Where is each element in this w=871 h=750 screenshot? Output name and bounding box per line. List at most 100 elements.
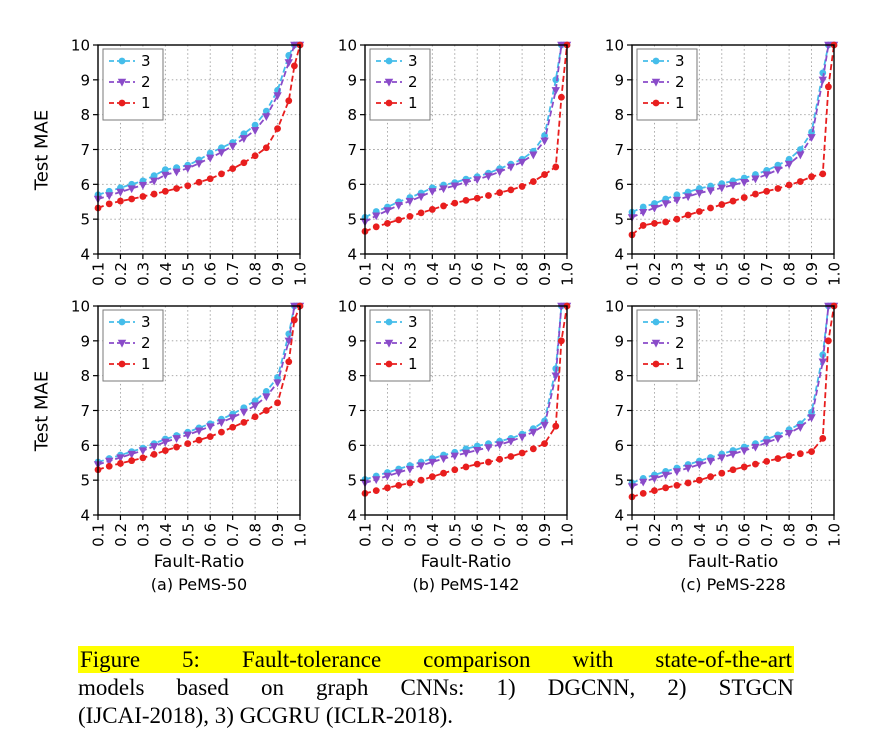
svg-text:3: 3	[408, 313, 418, 331]
svg-text:6: 6	[347, 437, 357, 455]
svg-text:0.5: 0.5	[446, 523, 464, 547]
svg-text:0.1: 0.1	[624, 262, 642, 286]
svg-text:0.2: 0.2	[112, 262, 130, 286]
svg-text:0.4: 0.4	[691, 262, 709, 286]
svg-text:0.4: 0.4	[157, 523, 175, 547]
svg-text:1: 1	[141, 355, 151, 373]
chart-svg: 4 5 6 7 8 9 10 0.1 0.2 0.3 0.4 0.5 0.6 0.7 0.8 0.9 1.0 3 2…	[338, 298, 577, 547]
svg-text:1: 1	[408, 355, 418, 373]
svg-text:9: 9	[614, 332, 624, 350]
caption-highlight: Figure 5: Fault-tolerance comparison wit…	[78, 646, 794, 673]
svg-text:0.1: 0.1	[357, 262, 375, 286]
svg-text:0.2: 0.2	[112, 523, 130, 547]
svg-text:0.5: 0.5	[713, 523, 731, 547]
svg-text:0.6: 0.6	[202, 262, 220, 286]
svg-text:0.2: 0.2	[646, 523, 664, 547]
svg-text:0.8: 0.8	[514, 523, 532, 547]
chart-svg: 4 5 6 7 8 9 10 0.1 0.2 0.3 0.4 0.5 0.6 0.7 0.8 0.9 1.0 3 2…	[605, 298, 844, 547]
svg-text:3: 3	[675, 313, 685, 331]
y-axis-label-bottom-row: Test MAE	[31, 370, 53, 452]
svg-text:0.7: 0.7	[224, 523, 242, 547]
svg-text:0.5: 0.5	[446, 262, 464, 286]
svg-text:1.0: 1.0	[559, 523, 577, 547]
svg-text:9: 9	[80, 332, 90, 350]
svg-text:4: 4	[80, 507, 90, 525]
chart-svg: 4 5 6 7 8 9 10 0.1 0.2 0.3 0.4 0.5 0.6 0.7 0.8 0.9 1.0 3 2…	[71, 298, 310, 547]
svg-text:2: 2	[141, 334, 151, 352]
subcaption-b: (b) PeMS-142	[412, 575, 520, 594]
svg-text:4: 4	[347, 246, 357, 264]
svg-text:0.3: 0.3	[401, 523, 419, 547]
svg-text:4: 4	[80, 246, 90, 264]
svg-text:0.8: 0.8	[781, 262, 799, 286]
svg-text:6: 6	[614, 437, 624, 455]
svg-text:6: 6	[614, 176, 624, 194]
x-axis-label-b: Fault-Ratio	[420, 552, 512, 572]
svg-text:0.7: 0.7	[491, 523, 509, 547]
svg-text:5: 5	[347, 472, 357, 490]
svg-text:0.3: 0.3	[134, 262, 152, 286]
svg-text:0.7: 0.7	[758, 262, 776, 286]
figure-caption: Figure 5: Fault-tolerance comparison wit…	[78, 646, 794, 730]
svg-text:0.4: 0.4	[157, 262, 175, 286]
svg-text:6: 6	[80, 437, 90, 455]
chart-pems228-bottom: 4 5 6 7 8 9 10 0.1 0.2 0.3 0.4 0.5 0.6 0.7 0.8 0.9 1.0 3 2…	[594, 298, 844, 558]
svg-text:9: 9	[347, 332, 357, 350]
svg-text:8: 8	[80, 367, 90, 385]
svg-text:0.3: 0.3	[401, 262, 419, 286]
chart-pems50-top: 4 5 6 7 8 9 10 0.1 0.2 0.3 0.4 0.5 0.6 0.7 0.8 0.9 1.0 3 2…	[60, 37, 310, 297]
svg-text:0.1: 0.1	[624, 523, 642, 547]
svg-text:8: 8	[347, 106, 357, 124]
svg-text:0.8: 0.8	[781, 523, 799, 547]
svg-text:0.7: 0.7	[224, 262, 242, 286]
svg-text:0.5: 0.5	[179, 523, 197, 547]
svg-text:9: 9	[80, 71, 90, 89]
svg-text:1: 1	[141, 94, 151, 112]
svg-text:0.6: 0.6	[202, 523, 220, 547]
svg-text:10: 10	[605, 300, 624, 316]
svg-text:0.1: 0.1	[90, 262, 108, 286]
svg-text:0.5: 0.5	[713, 262, 731, 286]
svg-text:7: 7	[80, 402, 90, 420]
svg-text:7: 7	[80, 141, 90, 159]
svg-text:0.3: 0.3	[668, 523, 686, 547]
chart-svg: 4 5 6 7 8 9 10 0.1 0.2 0.3 0.4 0.5 0.6 0.7 0.8 0.9 1.0 3 2…	[338, 37, 577, 286]
svg-text:6: 6	[347, 176, 357, 194]
svg-text:0.7: 0.7	[491, 262, 509, 286]
svg-text:3: 3	[675, 52, 685, 70]
svg-text:3: 3	[141, 313, 151, 331]
svg-text:7: 7	[614, 402, 624, 420]
svg-text:7: 7	[614, 141, 624, 159]
svg-text:3: 3	[408, 52, 418, 70]
svg-text:1.0: 1.0	[826, 262, 844, 286]
svg-text:0.4: 0.4	[424, 523, 442, 547]
svg-text:1: 1	[675, 94, 685, 112]
subcaption-a: (a) PeMS-50	[150, 575, 248, 594]
svg-text:0.9: 0.9	[536, 523, 554, 547]
x-axis-label-a: Fault-Ratio	[153, 552, 245, 572]
svg-text:1.0: 1.0	[292, 262, 310, 286]
chart-pems228-top: 4 5 6 7 8 9 10 0.1 0.2 0.3 0.4 0.5 0.6 0.7 0.8 0.9 1.0 3 2…	[594, 37, 844, 297]
caption-line-2: models based on graph CNNs: 1) DGCNN, 2)…	[78, 675, 794, 700]
svg-text:0.5: 0.5	[179, 262, 197, 286]
svg-text:0.4: 0.4	[691, 523, 709, 547]
svg-text:0.9: 0.9	[269, 523, 287, 547]
caption-line-3: (IJCAI-2018), 3) GCGRU (ICLR-2018).	[78, 703, 453, 728]
svg-text:5: 5	[80, 472, 90, 490]
svg-text:0.2: 0.2	[379, 262, 397, 286]
svg-text:4: 4	[614, 507, 624, 525]
svg-text:1.0: 1.0	[292, 523, 310, 547]
svg-text:8: 8	[347, 367, 357, 385]
svg-text:3: 3	[141, 52, 151, 70]
svg-text:0.9: 0.9	[803, 523, 821, 547]
svg-text:5: 5	[614, 211, 624, 229]
svg-text:4: 4	[347, 507, 357, 525]
svg-text:2: 2	[141, 73, 151, 91]
svg-text:10: 10	[338, 300, 357, 316]
svg-text:0.6: 0.6	[469, 262, 487, 286]
svg-text:7: 7	[347, 402, 357, 420]
svg-text:7: 7	[347, 141, 357, 159]
svg-text:8: 8	[614, 367, 624, 385]
svg-text:0.2: 0.2	[646, 262, 664, 286]
